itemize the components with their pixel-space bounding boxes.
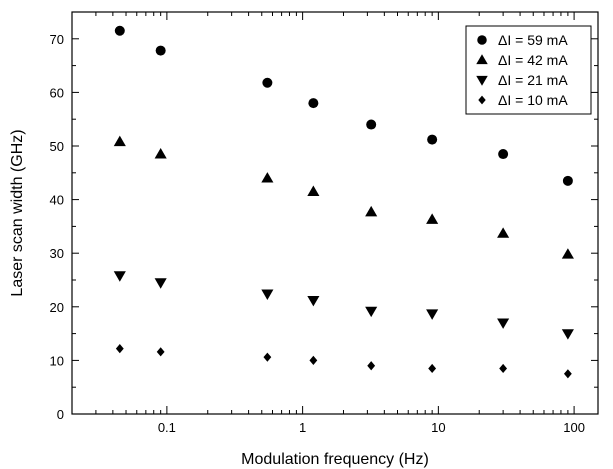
data-point	[113, 135, 126, 147]
legend-label: ΔI = 59 mA	[498, 32, 568, 48]
data-point	[154, 147, 167, 159]
y-tick-label: 60	[50, 85, 64, 100]
legend: ΔI = 59 mA ΔI = 42 mA ΔI = 21 mA ΔI = 10 mA	[465, 25, 592, 115]
y-tick-label: 0	[57, 407, 64, 422]
data-point	[497, 227, 510, 238]
data-point	[497, 318, 510, 329]
plot-frame	[71, 11, 599, 415]
data-point	[427, 134, 438, 145]
data-point	[562, 175, 573, 186]
legend-marker	[478, 95, 486, 105]
data-point	[498, 149, 509, 160]
data-point	[307, 295, 320, 307]
x-tick-label: 1	[299, 420, 306, 435]
x-tick-label: 0.1	[158, 420, 176, 435]
series-1	[113, 135, 574, 259]
data-point	[561, 248, 574, 259]
data-point	[499, 363, 508, 374]
y-tick-label: 50	[50, 139, 64, 154]
legend-marker	[476, 54, 488, 65]
data-point	[366, 119, 377, 130]
data-point	[261, 289, 274, 300]
data-point	[426, 213, 439, 224]
data-point	[365, 205, 378, 217]
data-point	[309, 355, 318, 365]
data-point	[307, 185, 320, 196]
x-tick-label: 100	[563, 420, 585, 435]
y-axis-label: Laser scan width (GHz)	[9, 129, 26, 296]
data-point	[261, 172, 274, 183]
y-tick-label: 70	[50, 32, 64, 47]
data-point	[426, 309, 439, 320]
series-3	[115, 344, 572, 379]
series-0	[114, 25, 573, 186]
legend-label: ΔI = 42 mA	[498, 52, 568, 68]
data-point	[561, 329, 574, 340]
y-tick-label: 10	[50, 353, 64, 368]
data-point	[263, 352, 272, 362]
y-tick-label: 30	[50, 246, 64, 261]
legend-marker	[477, 35, 487, 45]
series-2	[113, 271, 574, 340]
data-point	[115, 344, 124, 354]
data-point	[155, 45, 166, 56]
data-point	[428, 363, 437, 374]
x-tick-label: 10	[431, 420, 445, 435]
plot-area: 0.1 1 10 100 0 10 20 30 40 50 60 70	[50, 11, 599, 435]
legend-box	[465, 25, 592, 115]
legend-marker	[476, 75, 488, 86]
data-point	[367, 361, 376, 371]
y-tick-label: 40	[50, 193, 64, 208]
legend-label: ΔI = 21 mA	[498, 72, 568, 88]
legend-label: ΔI = 10 mA	[498, 92, 568, 108]
data-point	[114, 25, 125, 36]
data-point	[113, 271, 126, 282]
data-point	[563, 369, 572, 379]
data-point	[262, 77, 273, 88]
data-point	[154, 278, 167, 289]
data-point	[156, 347, 165, 357]
y-tick-label: 20	[50, 300, 64, 315]
data-point	[308, 98, 319, 109]
x-axis-label: Modulation frequency (Hz)	[241, 451, 429, 468]
data-point	[365, 306, 378, 318]
